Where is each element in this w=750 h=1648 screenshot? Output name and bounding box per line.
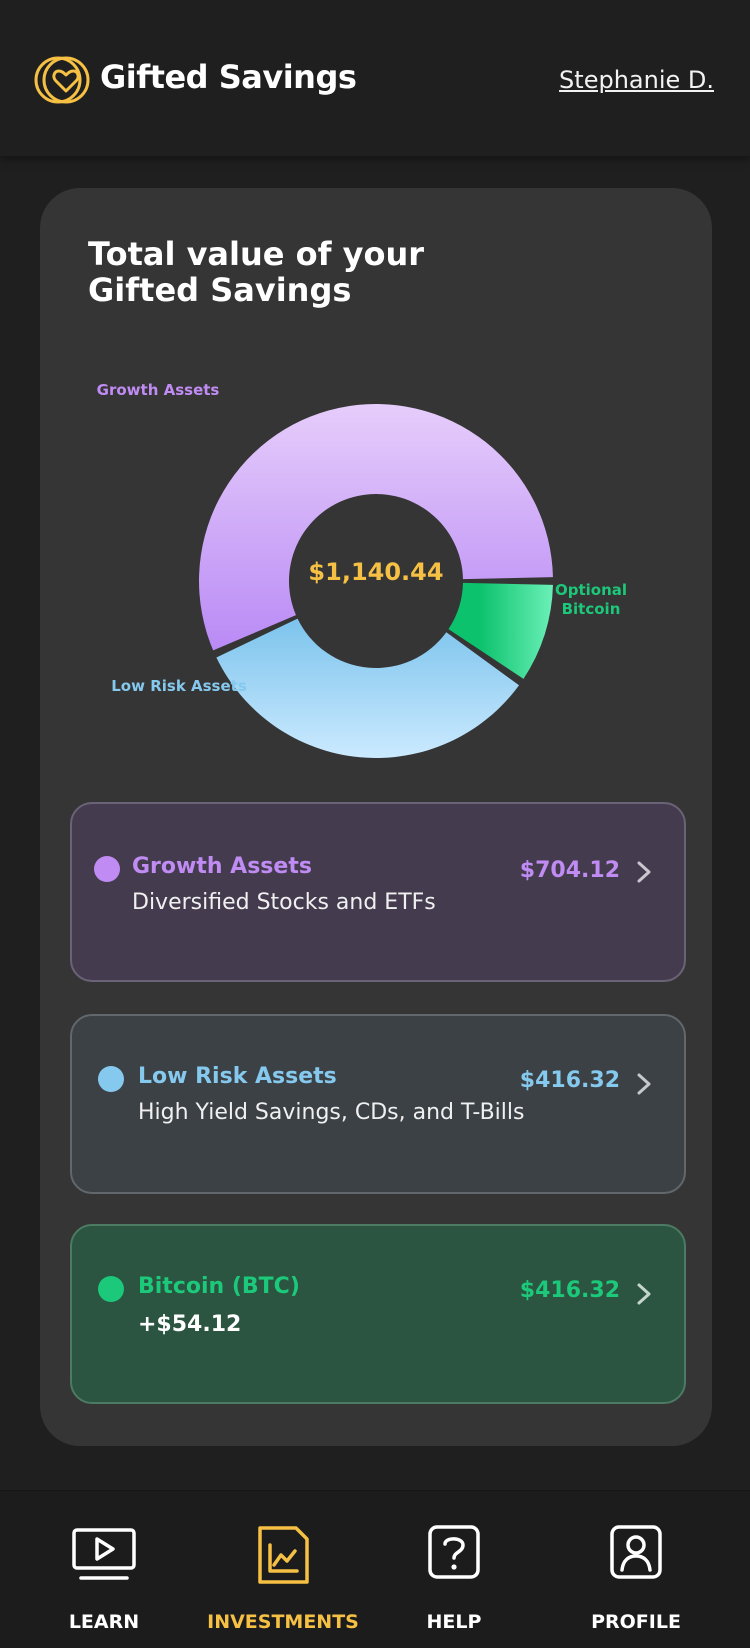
nav-label: INVESTMENTS — [207, 1611, 359, 1633]
nav-item-learn[interactable]: LEARN — [34, 1491, 174, 1648]
low-risk-dot-icon — [98, 1066, 124, 1092]
asset-card-growth[interactable]: Growth Assets Diversified Stocks and ETF… — [70, 802, 686, 982]
nav-item-investments[interactable]: INVESTMENTS — [202, 1491, 364, 1648]
chevron-right-icon[interactable] — [634, 1282, 654, 1306]
savings-card: Total value of your Gifted Savings $1,14… — [40, 188, 712, 1446]
nav-label: HELP — [426, 1611, 482, 1633]
app-header: Gifted Savings Stephanie D. — [0, 0, 750, 156]
asset-name: Growth Assets — [132, 854, 312, 879]
asset-card-bitcoin[interactable]: Bitcoin (BTC) +$54.12 $416.32 — [70, 1224, 686, 1404]
asset-subtitle: Diversified Stocks and ETFs — [132, 890, 436, 915]
chart-center-value: $1,140.44 — [308, 558, 443, 586]
growth-dot-icon — [94, 856, 120, 882]
nav-label: PROFILE — [591, 1611, 681, 1633]
asset-value: $704.12 — [519, 858, 620, 883]
chevron-right-icon[interactable] — [634, 1072, 654, 1096]
asset-value: $416.32 — [519, 1278, 620, 1303]
asset-name: Bitcoin (BTC) — [138, 1274, 300, 1299]
card-title-line2: Gifted Savings — [88, 271, 352, 309]
bitcoin-dot-icon — [98, 1276, 124, 1302]
play-video-icon — [72, 1528, 136, 1580]
heart-logo-icon — [34, 56, 90, 104]
slice-bitcoin — [448, 582, 553, 679]
chart-label-growth: Growth Assets — [97, 381, 220, 399]
chart-label-bitcoin-line1: Optional — [555, 581, 627, 599]
nav-label: LEARN — [68, 1611, 140, 1633]
nav-item-help[interactable]: HELP — [394, 1491, 514, 1648]
card-title: Total value of your Gifted Savings — [88, 236, 424, 308]
chart-label-lowrisk: Low Risk Assets — [111, 677, 247, 695]
chart-label-bitcoin-line2: Bitcoin — [562, 600, 621, 618]
asset-value: $416.32 — [519, 1068, 620, 1093]
app-title: Gifted Savings — [100, 58, 357, 96]
user-icon — [610, 1525, 662, 1579]
user-name-link[interactable]: Stephanie D. — [559, 66, 714, 94]
card-title-line1: Total value of your — [88, 235, 425, 273]
chart-document-icon — [258, 1526, 309, 1584]
savings-donut-chart: $1,140.44 Growth Assets Optional Bitcoin… — [97, 381, 627, 758]
asset-subtitle: High Yield Savings, CDs, and T-Bills — [138, 1100, 525, 1125]
question-icon — [428, 1525, 480, 1579]
chevron-right-icon[interactable] — [634, 860, 654, 884]
asset-gain: +$54.12 — [138, 1312, 242, 1337]
nav-item-profile[interactable]: PROFILE — [576, 1491, 696, 1648]
asset-name: Low Risk Assets — [138, 1064, 337, 1089]
bottom-nav: LEARN INVESTMENTS HELP PROFILE — [0, 1490, 750, 1648]
asset-card-low-risk[interactable]: Low Risk Assets High Yield Savings, CDs,… — [70, 1014, 686, 1194]
slice-low-risk — [216, 618, 520, 758]
slice-growth — [198, 403, 553, 651]
